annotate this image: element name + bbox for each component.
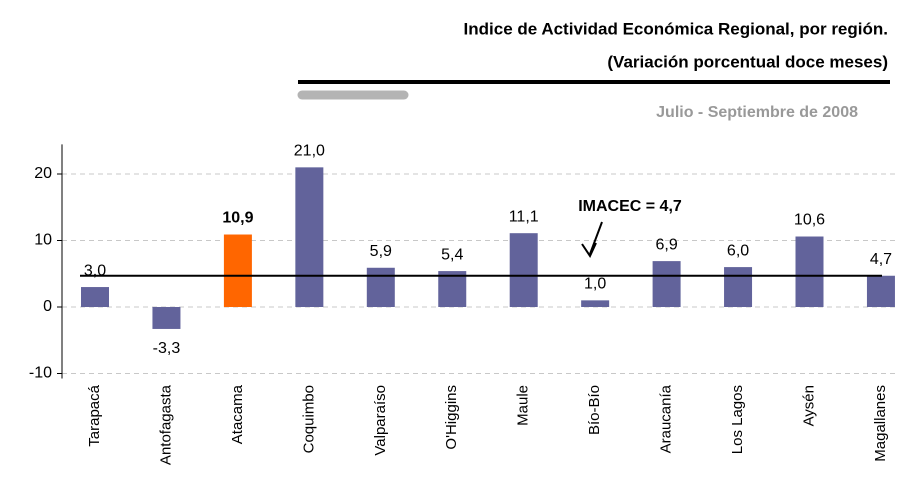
value-label: 10,9 bbox=[222, 210, 253, 227]
value-label: 10,6 bbox=[794, 212, 825, 229]
x-tick-label: Maule bbox=[515, 385, 532, 426]
value-label: 5,4 bbox=[441, 246, 463, 263]
x-tick-label: Atacama bbox=[229, 384, 246, 444]
annotation-arrow bbox=[589, 221, 603, 255]
period: Julio - Septiembre de 2008 bbox=[656, 104, 858, 121]
x-tick-label: Tarapacá bbox=[86, 384, 103, 446]
bar bbox=[152, 307, 181, 329]
x-tick-label: Aysén bbox=[800, 385, 817, 426]
bar bbox=[438, 271, 467, 307]
value-label: 5,9 bbox=[370, 243, 392, 260]
y-tick-label: -10 bbox=[29, 365, 52, 382]
x-tick-label: Magallanes bbox=[872, 385, 889, 462]
x-tick-label: Valparaíso bbox=[372, 385, 389, 456]
y-tick-label: 20 bbox=[34, 165, 52, 182]
y-tick-label: 0 bbox=[43, 298, 52, 315]
bar bbox=[366, 267, 395, 307]
reference-label: IMACEC = 4,7 bbox=[578, 198, 682, 215]
bar bbox=[223, 234, 252, 307]
x-tick-label: Bío-Bío bbox=[586, 385, 603, 435]
bar bbox=[866, 275, 895, 307]
value-label: 6,9 bbox=[655, 236, 677, 253]
y-tick-label: 10 bbox=[34, 232, 52, 249]
x-tick-label: O'Higgins bbox=[443, 385, 460, 450]
chart-title: Indice de Actividad Económica Regional, … bbox=[464, 19, 888, 38]
x-tick-label: Araucanía bbox=[658, 384, 675, 453]
x-tick-label: Coquimbo bbox=[300, 385, 317, 453]
value-label: 4,7 bbox=[870, 251, 892, 268]
x-tick-label: Los Lagos bbox=[729, 385, 746, 454]
value-label: 6,0 bbox=[727, 242, 749, 259]
bar bbox=[509, 233, 538, 307]
bar bbox=[724, 267, 753, 307]
chart-subtitle: (Variación porcentual doce meses) bbox=[607, 52, 888, 71]
annotation-arrowhead bbox=[581, 242, 597, 259]
bar bbox=[795, 236, 824, 307]
bar bbox=[81, 287, 109, 307]
plot: -1001020Tarapacá3,0Antofagasta-3,3Atacam… bbox=[29, 143, 895, 465]
bar bbox=[652, 261, 681, 307]
value-label: -3,3 bbox=[153, 340, 181, 357]
bar bbox=[295, 167, 324, 307]
value-label: 21,0 bbox=[294, 143, 325, 160]
value-label: 11,1 bbox=[509, 208, 539, 225]
x-tick-label: Antofagasta bbox=[157, 384, 174, 465]
bar bbox=[581, 300, 610, 307]
value-label: 1,0 bbox=[584, 276, 606, 293]
